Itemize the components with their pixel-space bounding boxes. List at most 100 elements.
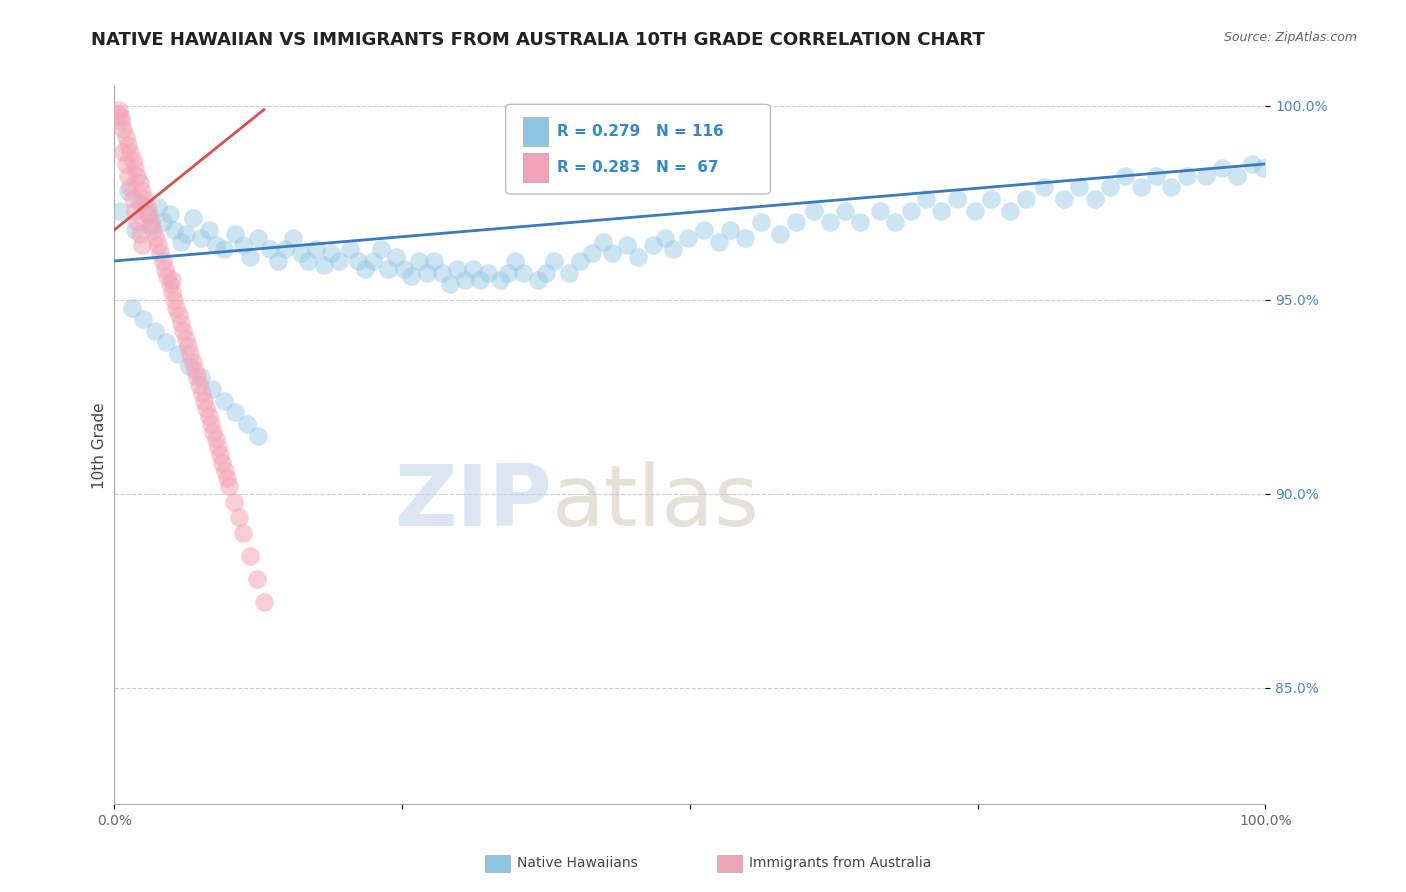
Point bbox=[627, 250, 650, 264]
Point bbox=[1160, 180, 1182, 194]
Point bbox=[1053, 192, 1076, 206]
Point bbox=[718, 223, 741, 237]
Point bbox=[163, 293, 186, 307]
Text: Immigrants from Australia: Immigrants from Australia bbox=[749, 856, 932, 871]
Point bbox=[312, 258, 335, 272]
Point bbox=[159, 277, 181, 292]
Point bbox=[121, 153, 143, 167]
Point bbox=[134, 192, 156, 206]
Point bbox=[160, 273, 183, 287]
Point bbox=[128, 227, 150, 241]
Point bbox=[768, 227, 790, 241]
Point bbox=[142, 223, 165, 237]
Point bbox=[143, 324, 166, 338]
Point bbox=[581, 246, 603, 260]
Point bbox=[117, 184, 139, 198]
Point bbox=[1114, 169, 1136, 183]
Point bbox=[181, 211, 204, 226]
Point bbox=[401, 269, 423, 284]
Y-axis label: 10th Grade: 10th Grade bbox=[93, 402, 107, 489]
Point bbox=[347, 254, 370, 268]
Point bbox=[135, 200, 157, 214]
Point bbox=[281, 230, 304, 244]
Point bbox=[170, 235, 193, 249]
Point bbox=[247, 230, 270, 244]
Point bbox=[135, 207, 157, 221]
Text: R = 0.283   N =  67: R = 0.283 N = 67 bbox=[557, 160, 718, 175]
Point bbox=[214, 463, 236, 477]
Point bbox=[127, 215, 149, 229]
Point bbox=[156, 269, 179, 284]
Point bbox=[883, 215, 905, 229]
Point bbox=[661, 243, 683, 257]
Point bbox=[354, 261, 377, 276]
Text: atlas: atlas bbox=[551, 461, 759, 544]
Point bbox=[186, 370, 208, 384]
Point bbox=[193, 393, 215, 408]
Point bbox=[239, 250, 262, 264]
Point bbox=[965, 203, 987, 218]
Point bbox=[370, 243, 392, 257]
Point bbox=[235, 417, 257, 431]
Point bbox=[239, 549, 262, 563]
Point bbox=[946, 192, 969, 206]
Point bbox=[131, 238, 153, 252]
Point bbox=[641, 238, 664, 252]
Point bbox=[228, 510, 250, 524]
Point bbox=[1067, 180, 1090, 194]
Point bbox=[803, 203, 825, 218]
Point bbox=[127, 169, 149, 183]
Point bbox=[146, 200, 169, 214]
Point bbox=[121, 301, 143, 315]
Point bbox=[558, 266, 581, 280]
Point bbox=[138, 207, 160, 221]
Point bbox=[503, 254, 526, 268]
Point bbox=[197, 409, 219, 424]
Point bbox=[328, 254, 350, 268]
Point bbox=[110, 114, 132, 128]
Point bbox=[110, 111, 132, 125]
Point bbox=[385, 250, 408, 264]
Point bbox=[200, 417, 222, 431]
Point bbox=[394, 261, 416, 276]
Point bbox=[172, 324, 194, 338]
Point bbox=[247, 428, 270, 442]
Point bbox=[204, 433, 226, 447]
Point bbox=[114, 157, 136, 171]
Point bbox=[128, 177, 150, 191]
Point bbox=[339, 243, 361, 257]
Point bbox=[534, 266, 557, 280]
Point bbox=[222, 494, 245, 508]
Point bbox=[128, 195, 150, 210]
Point bbox=[181, 355, 204, 369]
Point bbox=[707, 235, 730, 249]
Text: R = 0.279   N = 116: R = 0.279 N = 116 bbox=[557, 124, 724, 139]
Point bbox=[114, 129, 136, 144]
Point bbox=[1240, 157, 1263, 171]
Point bbox=[408, 254, 430, 268]
Point bbox=[204, 238, 226, 252]
FancyBboxPatch shape bbox=[506, 104, 770, 194]
Text: ZIP: ZIP bbox=[394, 461, 551, 544]
Point bbox=[361, 254, 384, 268]
Point bbox=[224, 227, 246, 241]
Point bbox=[1175, 169, 1198, 183]
Point bbox=[139, 215, 162, 229]
Point bbox=[202, 425, 225, 439]
Point bbox=[190, 370, 212, 384]
Point bbox=[423, 254, 446, 268]
Point bbox=[112, 122, 135, 136]
Point bbox=[211, 456, 233, 470]
Point bbox=[160, 285, 183, 299]
Point bbox=[929, 203, 952, 218]
Point bbox=[1194, 169, 1216, 183]
Point bbox=[152, 215, 174, 229]
Point bbox=[1084, 192, 1107, 206]
Point bbox=[1226, 169, 1249, 183]
Point bbox=[439, 277, 461, 292]
Point bbox=[209, 448, 232, 462]
Point bbox=[676, 230, 699, 244]
Point bbox=[569, 254, 592, 268]
Point bbox=[197, 223, 219, 237]
Point bbox=[139, 219, 162, 233]
